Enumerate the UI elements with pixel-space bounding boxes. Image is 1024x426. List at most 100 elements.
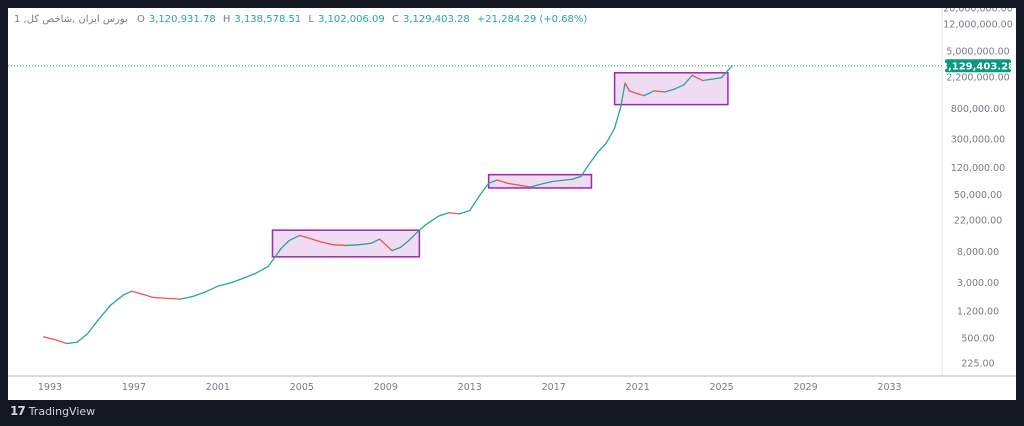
price-segment-45 — [506, 182, 519, 186]
y-tick-label-4: 800,000.00 — [951, 104, 1005, 115]
price-segment-1 — [43, 336, 57, 341]
open-label: O — [137, 14, 145, 25]
price-segment-25 — [307, 237, 322, 243]
price-segment-11 — [152, 296, 167, 299]
last-price-tag — [945, 59, 1011, 73]
price-segment-37 — [425, 215, 439, 226]
price-segment-47 — [529, 183, 542, 188]
price-segment-43 — [487, 179, 498, 184]
price-segment-20 — [267, 257, 276, 268]
price-segment-57 — [620, 82, 626, 108]
x-tick-label-3: 2005 — [290, 382, 314, 393]
price-segment-42 — [479, 182, 490, 196]
price-segment-3 — [66, 341, 78, 345]
price-segment-49 — [550, 179, 563, 183]
x-tick-label-4: 2009 — [374, 382, 398, 393]
y-tick-label-3: 2,200,000.00 — [946, 72, 1009, 83]
price-segment-52 — [580, 163, 591, 177]
consolidation-box-2 — [487, 173, 593, 189]
high-value: 3,138,578.51 — [234, 14, 302, 25]
price-segment-24 — [299, 234, 309, 239]
price-segment-53 — [588, 151, 599, 165]
y-tick-label-8: 22,000.00 — [954, 216, 1002, 227]
price-segment-10 — [141, 293, 154, 299]
price-segment-36 — [416, 224, 427, 233]
price-segment-26 — [320, 241, 334, 246]
price-segment-62 — [653, 90, 666, 93]
tradingview-logo-icon: 17 — [10, 404, 26, 418]
y-tick-label-10: 3,000.00 — [957, 278, 999, 289]
price-segment-8 — [122, 290, 133, 296]
price-segment-44 — [496, 179, 509, 184]
x-tick-label-9: 2029 — [793, 382, 817, 393]
price-segment-58 — [624, 82, 630, 92]
y-tick-label-5: 300,000.00 — [951, 134, 1005, 145]
price-segment-35 — [408, 231, 418, 242]
price-segment-59 — [628, 90, 637, 94]
price-segment-50 — [561, 178, 574, 182]
price-segment-40 — [458, 209, 471, 215]
x-tick-label-5: 2013 — [458, 382, 482, 393]
y-tick-label-2: 5,000,000.00 — [946, 47, 1009, 58]
price-segment-65 — [683, 74, 693, 86]
symbol-name[interactable]: 1 ,بورس ایران ,شاخص کل — [14, 14, 128, 25]
price-segment-9 — [131, 290, 143, 295]
price-segment-16 — [217, 282, 232, 287]
x-tick-label-1: 1997 — [122, 382, 146, 393]
price-segment-39 — [448, 212, 460, 215]
chart-area[interactable]: 20,000,000.00 12,000,000.00 5,000,000.00 2,… — [8, 8, 1016, 400]
price-segment-27 — [332, 244, 347, 247]
price-segment-54 — [597, 142, 607, 153]
price-segment-56 — [613, 105, 622, 130]
close-label: C — [391, 14, 399, 25]
price-segment-66 — [691, 74, 704, 82]
price-segment-60 — [634, 92, 645, 97]
x-tick-label-0: 1993 — [38, 382, 62, 393]
brand-name: TradingView — [28, 404, 96, 418]
price-segment-5 — [87, 319, 99, 335]
y-tick-label-1: 12,000,000.00 — [943, 19, 1013, 30]
y-tick-label-0: 20,000,000.00 — [943, 8, 1013, 15]
tradingview-brand[interactable]: 17 TradingView — [10, 404, 95, 418]
x-tick-label-10: 2033 — [877, 382, 901, 393]
y-tick-label-12: 500.00 — [961, 334, 994, 345]
price-segment-68 — [712, 76, 723, 80]
x-tick-label-6: 2017 — [542, 382, 566, 393]
x-tick-label-2: 2001 — [206, 382, 230, 393]
price-segment-31 — [378, 238, 387, 246]
close-value: 3,129,403.28 — [402, 14, 470, 25]
price-chart[interactable]: 20,000,000.00 12,000,000.00 5,000,000.00 2,… — [8, 8, 1016, 400]
price-segment-67 — [702, 78, 714, 82]
high-label: H — [222, 14, 231, 25]
price-segment-30 — [370, 238, 381, 244]
price-segment-32 — [385, 244, 393, 252]
price-segment-15 — [204, 285, 219, 293]
x-tick-label-7: 2021 — [626, 382, 650, 393]
y-tick-label-9: 8,000.00 — [957, 247, 999, 258]
price-segment-4 — [76, 332, 89, 343]
price-segment-18 — [242, 272, 257, 280]
price-segment-38 — [437, 212, 450, 217]
price-segment-63 — [664, 88, 677, 93]
open-value: 3,120,931.78 — [148, 14, 216, 25]
price-segment-29 — [357, 242, 372, 246]
price-segment-28 — [345, 244, 360, 247]
price-segment-61 — [643, 90, 656, 97]
price-segment-51 — [571, 175, 582, 180]
price-segment-64 — [674, 84, 685, 90]
y-tick-label-6: 120,000.00 — [951, 163, 1005, 174]
x-tick-label-8: 2025 — [710, 382, 734, 393]
consolidation-box-3 — [613, 72, 729, 106]
price-segment-7 — [110, 294, 125, 306]
price-segment-33 — [391, 246, 402, 252]
price-segment-19 — [255, 265, 269, 274]
price-segment-48 — [540, 180, 553, 185]
price-segment-69 — [720, 69, 729, 79]
price-segment-13 — [179, 295, 194, 300]
low-label: L — [308, 14, 314, 25]
ohlc-legend: 1 ,بورس ایران ,شاخص کل O 3,120,931.78 H 3,… — [14, 14, 591, 25]
price-segment-70 — [727, 65, 733, 72]
y-tick-label-7: 50,000.00 — [954, 190, 1002, 201]
last-price-tag-label: 3,129,403.28 — [941, 61, 1015, 72]
